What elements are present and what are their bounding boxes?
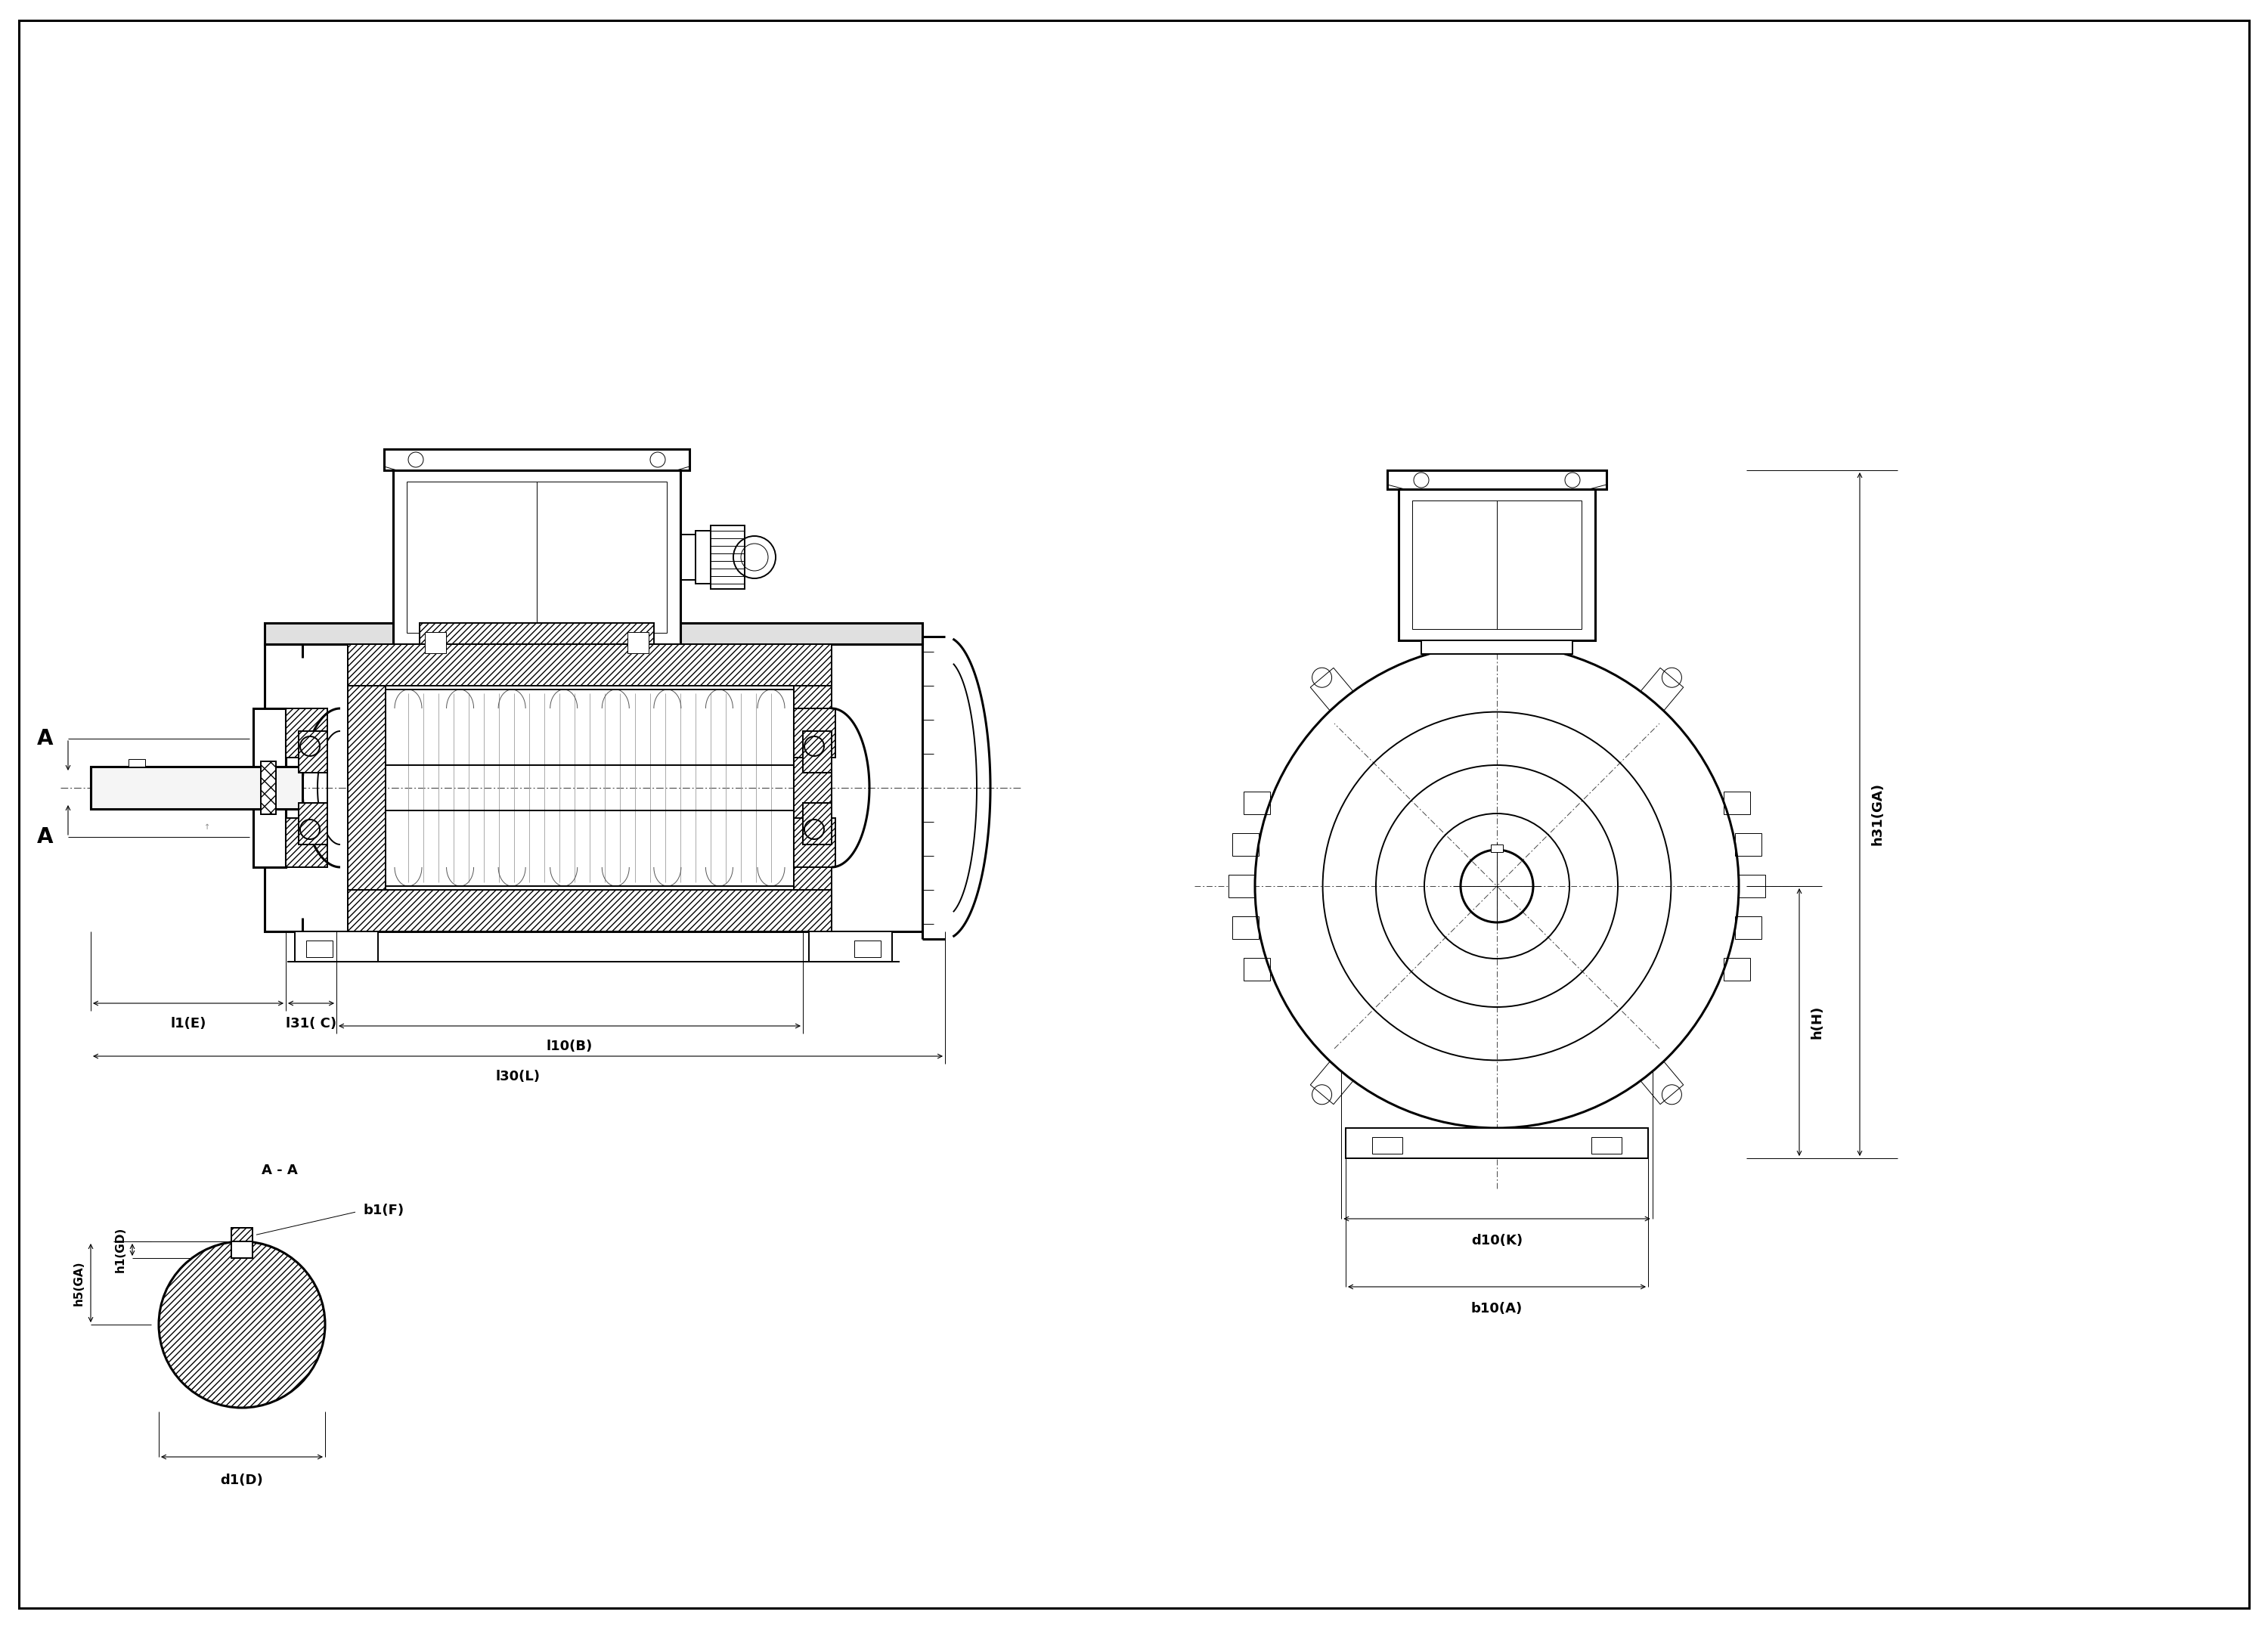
Text: A: A <box>36 827 54 848</box>
Polygon shape <box>1229 875 1254 898</box>
Polygon shape <box>1243 958 1270 981</box>
Bar <box>231 1240 252 1258</box>
Text: A - A: A - A <box>261 1163 297 1178</box>
Bar <box>794 708 835 758</box>
Bar <box>265 623 923 644</box>
Text: d10(K): d10(K) <box>1472 1233 1522 1248</box>
Bar <box>286 818 327 867</box>
Text: h(H): h(H) <box>1810 1005 1823 1040</box>
Text: h31(GA): h31(GA) <box>1871 783 1885 846</box>
Text: b1(F): b1(F) <box>363 1204 404 1217</box>
Bar <box>1372 1137 1402 1154</box>
Text: l10(B): l10(B) <box>547 1040 592 1053</box>
Polygon shape <box>295 931 379 962</box>
Bar <box>803 731 832 773</box>
Bar <box>306 940 333 957</box>
Text: l31( C): l31( C) <box>286 1017 336 1030</box>
Polygon shape <box>1735 833 1762 856</box>
Polygon shape <box>1640 667 1683 711</box>
Text: A: A <box>36 727 54 750</box>
Polygon shape <box>1458 618 1535 644</box>
Bar <box>254 708 286 867</box>
Polygon shape <box>1311 1062 1354 1105</box>
Bar <box>420 623 653 644</box>
Bar <box>855 940 880 957</box>
Bar <box>1422 641 1572 654</box>
Circle shape <box>159 1241 324 1407</box>
Bar <box>91 766 302 809</box>
Text: ↑: ↑ <box>204 823 211 831</box>
Bar <box>299 802 327 844</box>
Polygon shape <box>1740 875 1765 898</box>
Bar <box>1399 490 1594 641</box>
Bar <box>420 644 653 661</box>
Bar <box>392 470 680 644</box>
Bar <box>347 648 386 927</box>
Bar <box>1490 844 1504 853</box>
Bar <box>1388 470 1606 490</box>
Polygon shape <box>1640 1062 1683 1105</box>
Bar <box>129 760 145 766</box>
Polygon shape <box>1735 916 1762 939</box>
Polygon shape <box>1724 958 1751 981</box>
Bar <box>406 482 667 633</box>
Polygon shape <box>810 931 891 962</box>
Bar <box>261 761 277 814</box>
Bar <box>794 818 835 867</box>
Bar <box>803 802 832 844</box>
Text: l30(L): l30(L) <box>494 1071 540 1084</box>
Polygon shape <box>1452 1128 1542 1158</box>
Bar <box>347 644 832 685</box>
Bar <box>347 890 832 931</box>
Bar <box>231 1228 252 1241</box>
Bar <box>628 631 649 652</box>
Bar <box>424 631 447 652</box>
Text: l1(E): l1(E) <box>170 1017 206 1030</box>
Polygon shape <box>1724 792 1751 814</box>
Bar <box>710 526 744 589</box>
Bar <box>1345 1128 1649 1158</box>
Text: h5(GA): h5(GA) <box>73 1261 84 1305</box>
Bar <box>265 644 923 931</box>
Text: d1(D): d1(D) <box>220 1474 263 1487</box>
Bar <box>680 535 696 579</box>
Text: b10(A): b10(A) <box>1472 1302 1522 1316</box>
Polygon shape <box>1232 916 1259 939</box>
Bar <box>1413 501 1581 630</box>
Bar <box>383 449 689 470</box>
Bar <box>794 648 832 927</box>
Bar <box>1592 1137 1622 1154</box>
Polygon shape <box>1232 833 1259 856</box>
Polygon shape <box>1311 667 1354 711</box>
Bar <box>696 530 710 584</box>
Bar <box>299 731 327 773</box>
Bar <box>286 708 327 758</box>
Polygon shape <box>1243 792 1270 814</box>
Text: h1(GD): h1(GD) <box>116 1227 127 1272</box>
